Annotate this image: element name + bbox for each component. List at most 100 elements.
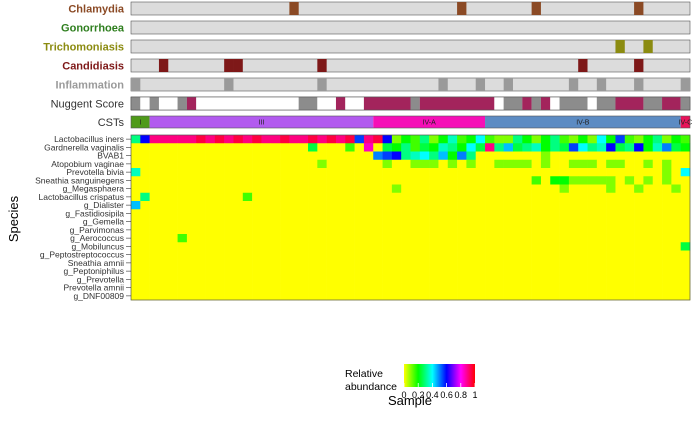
nugent-segment-bv (419, 97, 495, 110)
heatmap-cell (177, 168, 188, 177)
heatmap-cell (261, 242, 272, 251)
heatmap-cell (131, 234, 141, 243)
nugent-segment-intermediate (298, 97, 318, 110)
heatmap-cell (354, 135, 365, 144)
heatmap-cell (298, 250, 309, 260)
heatmap-cell (419, 151, 430, 161)
heatmap-cell (680, 192, 691, 202)
heatmap-cell (447, 225, 458, 235)
heatmap-cell (624, 184, 635, 194)
heatmap-cell (485, 143, 495, 152)
heatmap-cell (345, 159, 355, 169)
heatmap-cell (242, 267, 253, 276)
heatmap-cell (410, 168, 421, 177)
heatmap-cell (382, 250, 393, 260)
heatmap-cell (224, 168, 234, 177)
heatmap-cell (522, 143, 532, 152)
nugent-track-border (130, 96, 691, 111)
heatmap-cell (531, 168, 542, 177)
heatmap-cell (205, 250, 216, 260)
heatmap-cell (196, 176, 206, 185)
track-cell-candidiasis (578, 59, 588, 72)
heatmap-cell (149, 267, 160, 276)
heatmap-cell (429, 184, 439, 194)
heatmap-cell (308, 209, 318, 218)
heatmap-cell (186, 176, 197, 185)
heatmap-cell (559, 201, 570, 210)
heatmap-cell (186, 168, 197, 177)
heatmap-cell (447, 168, 458, 177)
heatmap-cell (419, 176, 430, 185)
heatmap-cell (615, 176, 626, 185)
track-cell-inflammation (568, 78, 579, 91)
heatmap-cell (335, 143, 346, 152)
heatmap-cell (634, 159, 644, 169)
heatmap-cell (624, 242, 635, 251)
heatmap-cell (466, 283, 477, 293)
heatmap-cell (568, 209, 579, 218)
track-cell-inflammation (317, 78, 327, 91)
heatmap-cell (512, 250, 523, 260)
heatmap-cell (587, 250, 598, 260)
heatmap-cell (447, 250, 458, 260)
heatmap-cell (326, 250, 337, 260)
heatmap-cell (298, 159, 309, 169)
heatmap-cell (140, 283, 150, 293)
heatmap-cell (168, 267, 178, 276)
heatmap-cell (345, 258, 355, 268)
heatmap-cell (261, 201, 272, 210)
heatmap-cell (680, 217, 691, 227)
heatmap-cell (578, 184, 588, 194)
cst-segment-iv-a (373, 116, 486, 128)
heatmap-cell (252, 168, 262, 177)
heatmap-cell (522, 151, 532, 161)
heatmap-cell (186, 143, 197, 152)
heatmap-cell (615, 258, 626, 268)
heatmap-cell (177, 283, 188, 293)
heatmap-cell (662, 225, 672, 235)
heatmap-cell (512, 267, 523, 276)
nugent-segment-intermediate (680, 97, 690, 110)
heatmap-cell (373, 217, 383, 227)
heatmap-cell (559, 234, 570, 243)
heatmap-cell (522, 234, 532, 243)
heatmap-cell (475, 159, 486, 169)
heatmap-cell (252, 209, 262, 218)
heatmap-cell (242, 151, 253, 161)
heatmap-cell (662, 209, 672, 218)
heatmap-cell (680, 184, 691, 194)
heatmap-cell (606, 283, 616, 293)
heatmap-cell (494, 192, 504, 202)
heatmap-cell (186, 267, 197, 276)
heatmap-cell (149, 201, 160, 210)
heatmap-cell (289, 267, 299, 276)
heatmap-cell (158, 258, 169, 268)
heatmap-cell (391, 234, 402, 243)
heatmap-cell (186, 184, 197, 194)
heatmap-cell (559, 291, 570, 301)
heatmap-cell (168, 201, 178, 210)
track-cell-inflammation (680, 78, 690, 91)
heatmap-cell (354, 217, 365, 227)
heatmap-cell (485, 151, 495, 161)
heatmap-cell (615, 291, 626, 301)
heatmap-cell (578, 192, 588, 202)
heatmap-cell (652, 275, 663, 284)
heatmap-cell (606, 209, 616, 218)
heatmap-cell (224, 143, 234, 152)
heatmap-cell (494, 201, 504, 210)
heatmap-cell (466, 176, 477, 185)
heatmap-cell (177, 159, 188, 169)
heatmap-cell (382, 201, 393, 210)
heatmap-cell (550, 291, 560, 301)
heatmap-cell (671, 209, 681, 218)
heatmap-cell (596, 217, 607, 227)
heatmap-cell (494, 151, 504, 161)
track-label-chlamydia: Chlamydia (68, 4, 125, 16)
heatmap-cell (540, 209, 551, 218)
heatmap-cell (177, 258, 188, 268)
heatmap-cell (224, 225, 234, 235)
heatmap-cell (550, 209, 560, 218)
heatmap-cell (550, 217, 560, 227)
heatmap-cell (671, 234, 681, 243)
